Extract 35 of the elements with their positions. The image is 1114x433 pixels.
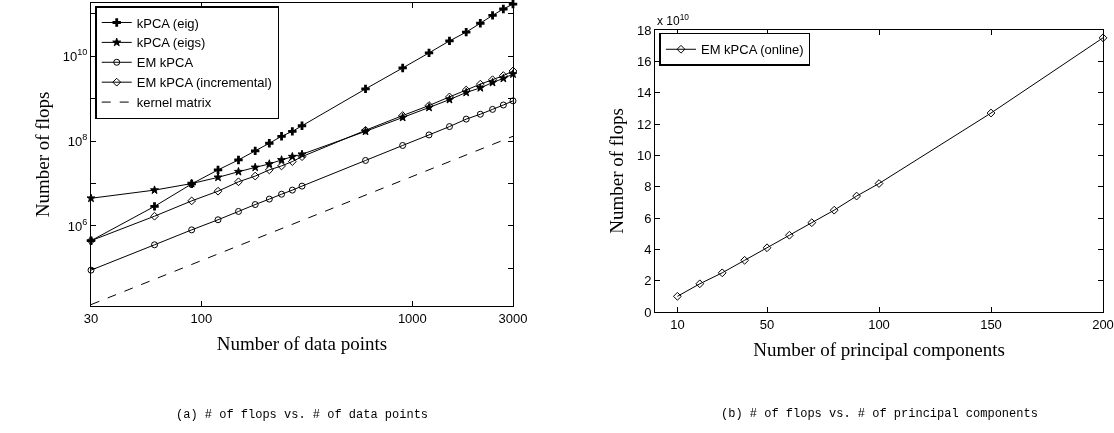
legend-label: EM kPCA (incremental): [136, 75, 272, 91]
y-tick-label: 14: [636, 85, 652, 101]
legend-label: kPCA (eigs): [136, 35, 206, 51]
y-tick-label: 10$^{6}$: [67, 217, 88, 234]
y-tick-label: 8: [644, 179, 652, 195]
y-axis-title: Number of flops: [31, 91, 53, 218]
y-tick-label: 16: [636, 53, 652, 69]
x-tick-label: 10: [670, 316, 685, 332]
legend-label: kernel matrix: [136, 95, 212, 111]
y-tick-label: 6: [644, 210, 652, 226]
x-tick-label: 1000: [397, 310, 427, 326]
y-tick-label: 12: [636, 116, 652, 132]
text: (b) # of flops vs. # of principal components: [721, 407, 1038, 421]
y-tick-label: 10$^{10}$: [62, 47, 88, 64]
y-tick-label: 10$^{8}$: [67, 132, 88, 149]
text: (a) # of flops vs. # of data points: [176, 408, 429, 422]
x-axis-title: Number of data points: [216, 333, 388, 355]
y-tick-label: 4: [644, 241, 652, 257]
x-tick-label: 50: [759, 316, 775, 332]
x-tick-label: 100: [868, 316, 890, 332]
x-tick-label: 200: [1092, 316, 1114, 332]
y-tick-label: 0: [644, 304, 652, 320]
x-axis-title: Number of principal components: [753, 339, 1005, 361]
x-tick-label: 30: [83, 310, 99, 326]
y-tick-label: 10: [636, 147, 652, 163]
legend-label: kPCA (eig): [136, 15, 199, 31]
x-tick-label: 3000: [498, 310, 528, 326]
y-tick-label: 18: [636, 22, 652, 38]
x-tick-label: 100: [190, 310, 213, 326]
x-tick-label: 150: [980, 316, 1002, 332]
legend-label: EM kPCA: [136, 55, 194, 71]
legend-label: EM kPCA (online): [700, 42, 804, 58]
y-axis-title: Number of flops: [605, 108, 627, 234]
text: x 10$^{10}$: [657, 12, 690, 29]
y-tick-label: 2: [644, 273, 652, 289]
